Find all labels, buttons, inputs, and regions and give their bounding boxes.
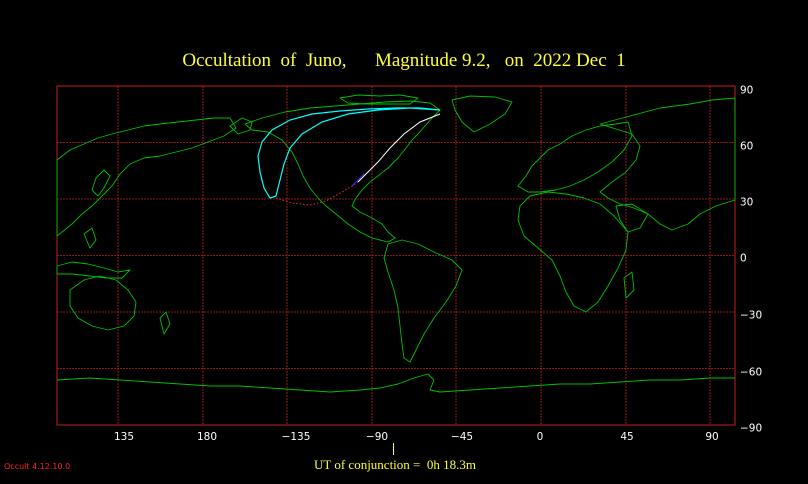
coast-asia — [599, 97, 736, 231]
coast-arctic-islands — [339, 94, 419, 105]
coast-madagascar — [623, 271, 635, 299]
latitude-tick-label: 0 — [740, 253, 747, 265]
graticule — [57, 86, 735, 425]
occultation-path — [257, 107, 441, 206]
coast-australia — [69, 275, 137, 331]
longitude-tick-label: −45 — [451, 431, 473, 443]
coast-arabia — [615, 203, 649, 233]
path-central-line — [357, 113, 441, 183]
longitude-tick-label: 135 — [114, 431, 134, 443]
version-label: Occult 4.12.10.0 — [4, 462, 71, 471]
longitude-labels: 135 180 −135 −90 −45 0 45 90 — [114, 431, 719, 443]
latitude-tick-label: 30 — [740, 197, 753, 209]
coast-africa — [517, 191, 629, 313]
coast-europe — [517, 121, 633, 193]
path-night-segment — [275, 181, 359, 206]
coast-greenland — [451, 95, 513, 133]
coast-japan — [91, 169, 111, 197]
conjunction-time-label: UT of conjunction = 0h 18.3m — [314, 457, 476, 472]
coast-alaska — [229, 117, 253, 135]
longitude-tick-label: 0 — [537, 431, 544, 443]
latitude-tick-label: 60 — [740, 141, 753, 153]
coast-new-zealand — [159, 311, 171, 335]
chart-title: Occultation of Juno, Magnitude 9.2, on 2… — [182, 50, 626, 71]
latitude-tick-label: 90 — [740, 85, 753, 97]
latitude-tick-label: −60 — [740, 367, 762, 379]
conjunction-tick — [393, 443, 394, 455]
longitude-tick-label: −135 — [282, 431, 311, 443]
longitude-tick-label: 180 — [197, 431, 217, 443]
path-twilight-segment — [351, 173, 365, 187]
path-northern-limit — [257, 107, 441, 199]
coastlines — [56, 94, 736, 393]
coast-north-america — [244, 100, 441, 243]
longitude-tick-label: 90 — [705, 431, 718, 443]
latitude-tick-label: −30 — [740, 310, 762, 322]
coast-east-asia-west — [56, 117, 237, 237]
coast-antarctica — [56, 373, 735, 393]
latitude-labels: 90 60 30 0 −30 −60 −90 — [740, 85, 762, 435]
longitude-tick-label: 45 — [620, 431, 633, 443]
latitude-tick-label: −90 — [740, 423, 762, 435]
coast-south-america — [383, 239, 463, 363]
coast-indonesia — [56, 261, 131, 279]
longitude-tick-label: −90 — [366, 431, 388, 443]
coast-philippines — [83, 227, 97, 249]
